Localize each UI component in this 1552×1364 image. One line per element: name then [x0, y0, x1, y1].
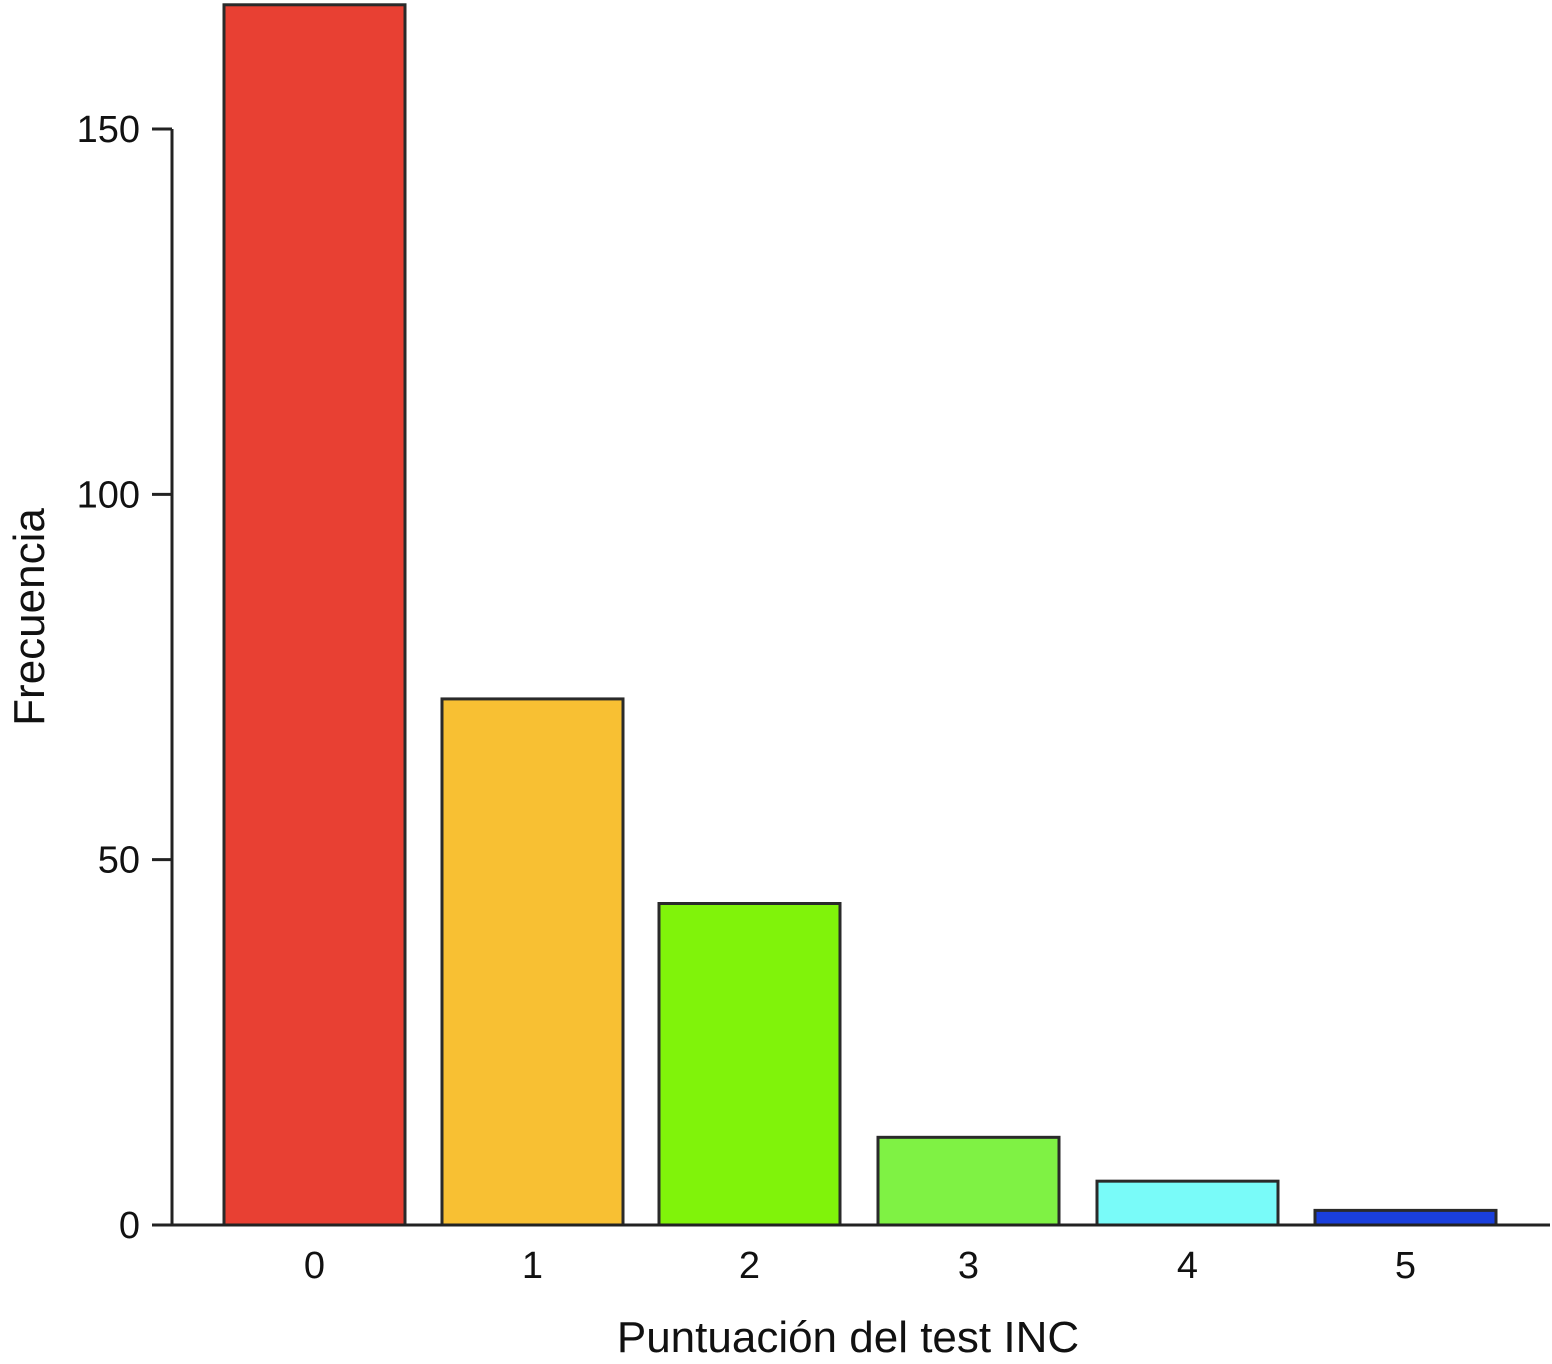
x-tick-label: 2 [739, 1245, 760, 1287]
y-axis-title: Frecuencia [5, 508, 54, 726]
bar-5 [1313, 1208, 1498, 1227]
bar-4 [1095, 1179, 1280, 1227]
x-axis-title: Puntuación del test INC [617, 1313, 1079, 1362]
x-ticks-group: 0 1 2 3 4 5 [304, 1245, 1416, 1287]
bar-1 [440, 697, 625, 1227]
x-tick-label: 1 [522, 1245, 543, 1287]
bars-group [222, 3, 1498, 1227]
x-tick-label: 5 [1395, 1245, 1416, 1287]
bar-2 [657, 902, 842, 1227]
y-tick-label: 0 [119, 1205, 140, 1247]
x-tick-label: 4 [1177, 1245, 1198, 1287]
y-tick-label: 150 [77, 109, 140, 151]
y-ticks-group: 0 50 100 150 [77, 109, 172, 1247]
bar-0 [222, 3, 407, 1227]
bar-3 [876, 1135, 1061, 1227]
x-tick-label: 3 [958, 1245, 979, 1287]
x-tick-label: 0 [304, 1245, 325, 1287]
y-tick-label: 50 [98, 840, 140, 882]
y-tick-label: 100 [77, 474, 140, 516]
